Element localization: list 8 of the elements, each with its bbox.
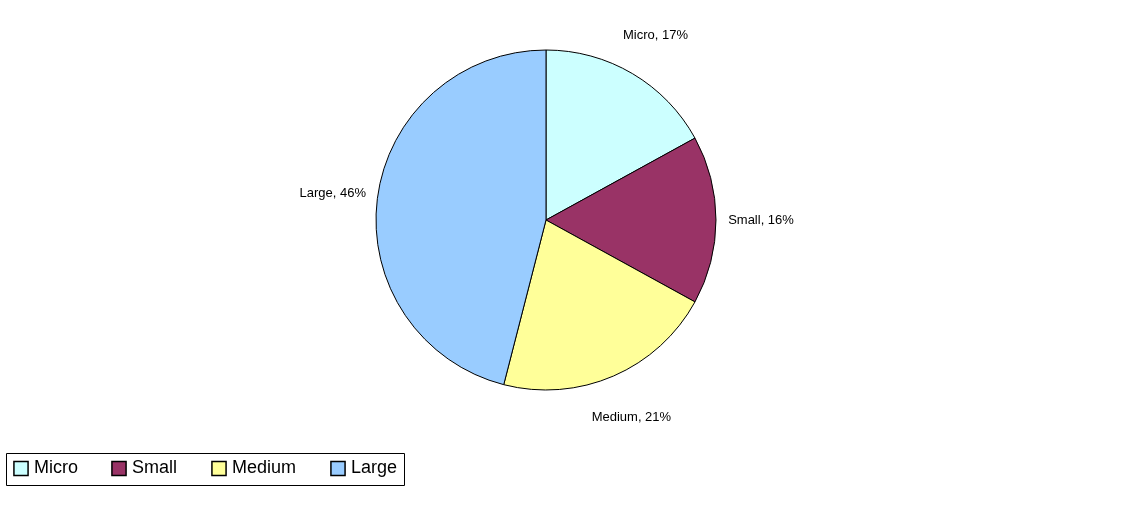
legend-label: Medium [232, 457, 297, 478]
data-label: Medium, 21% [591, 409, 672, 425]
legend-label: Small [132, 457, 178, 478]
data-label: Micro, 17% [622, 26, 689, 42]
data-label: Large, 46% [299, 185, 367, 201]
legend-label: Large [351, 457, 398, 478]
legend-label: Micro [34, 457, 78, 478]
data-label: Small, 16% [728, 212, 795, 227]
